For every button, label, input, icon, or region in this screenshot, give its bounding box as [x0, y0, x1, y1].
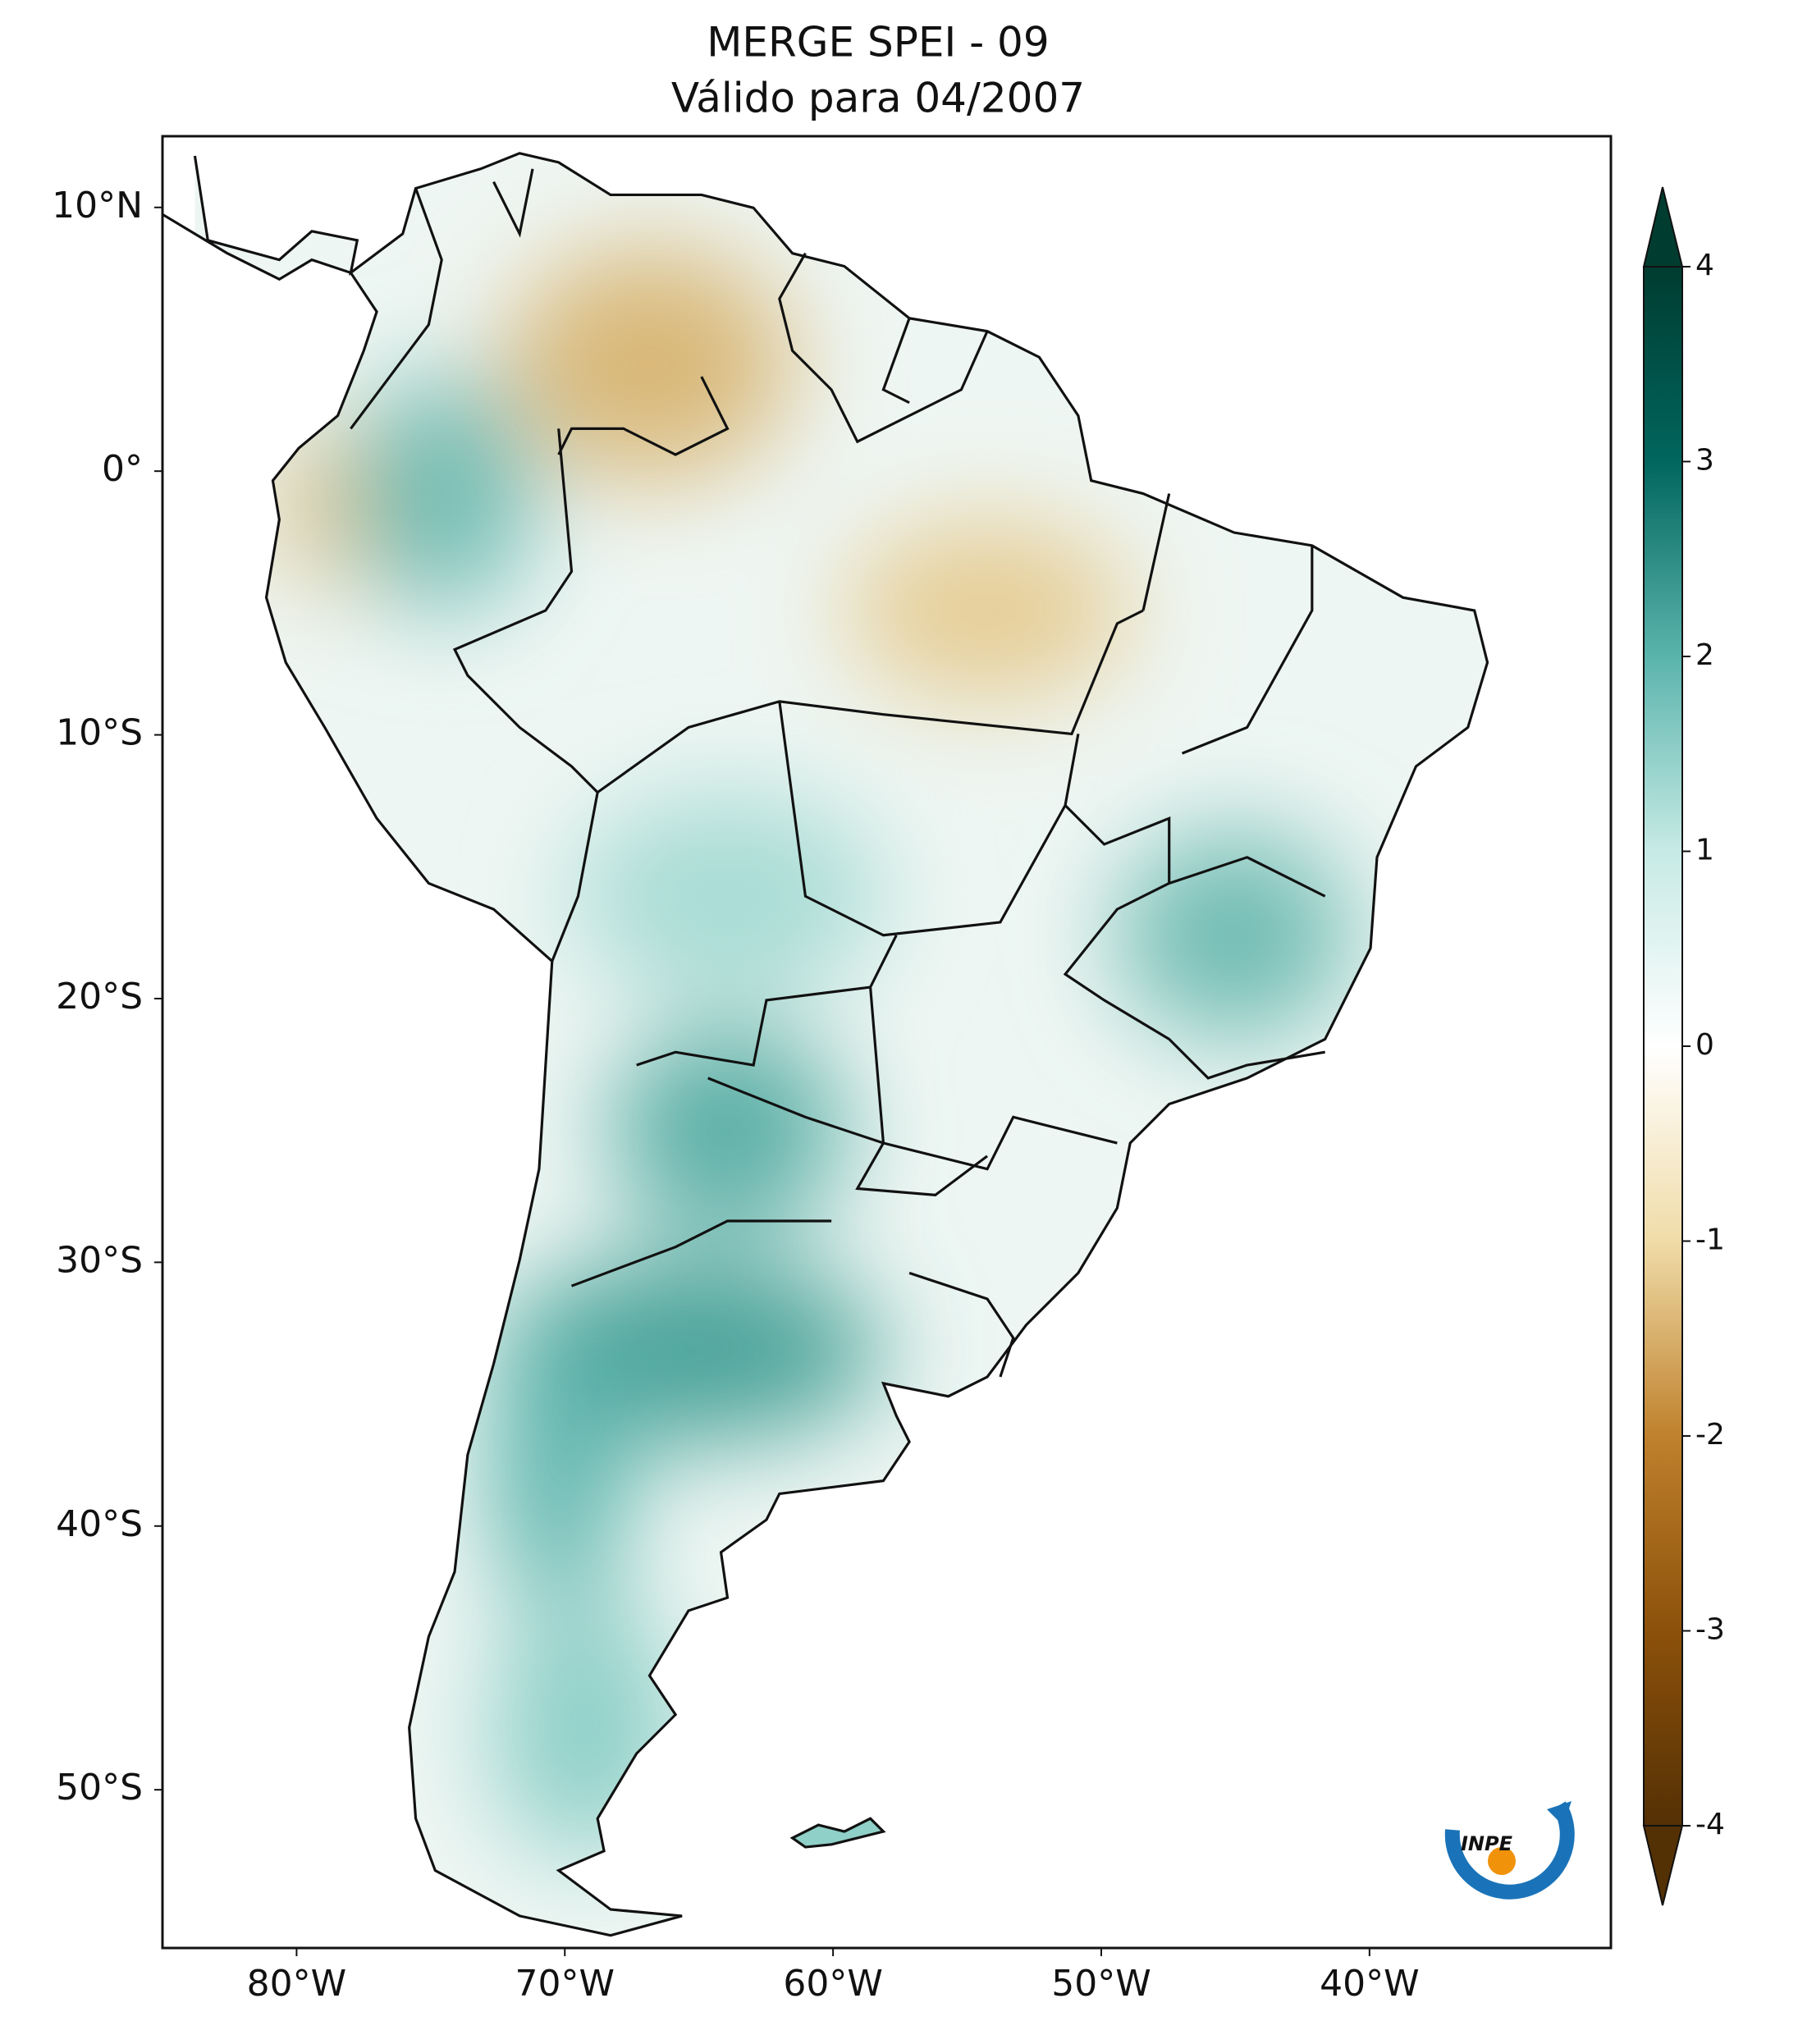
colorbar-tick-label: -1	[1695, 1223, 1725, 1257]
colorbar-extend-min	[1642, 1825, 1684, 1906]
colorbar-tick-label: 1	[1695, 834, 1714, 867]
colorbar	[1644, 267, 1682, 1826]
logo: INPE	[1444, 1801, 1575, 1900]
y-tick-label: 30°S	[56, 1239, 143, 1281]
y-tick-label: 0°	[102, 448, 143, 490]
y-tick-label: 10°N	[52, 185, 143, 226]
colorbar-tick-label: 3	[1695, 444, 1714, 478]
colorbar-tick-label: 4	[1695, 249, 1714, 282]
x-tick-label: 40°W	[1320, 1963, 1420, 2005]
map-frame	[161, 135, 1613, 1950]
x-tick-label: 70°W	[515, 1963, 615, 2005]
colorbar-tick-label: -3	[1695, 1613, 1725, 1647]
y-tick-label: 40°S	[56, 1503, 143, 1545]
colorbar-extend-max	[1642, 186, 1684, 268]
x-tick-label: 80°W	[247, 1963, 347, 2005]
y-tick-label: 20°S	[56, 976, 143, 1017]
map-subtitle: Válido para 04/2007	[671, 75, 1085, 122]
x-tick-label: 60°W	[783, 1963, 883, 2005]
logo-text: INPE	[1461, 1832, 1513, 1855]
x-tick-label: 50°W	[1051, 1963, 1151, 2005]
y-tick-label: 50°S	[56, 1767, 143, 1809]
map-title: MERGE SPEI - 09	[707, 19, 1049, 66]
colorbar-tick-label: 0	[1695, 1028, 1714, 1062]
colorbar-tick-label: -2	[1695, 1418, 1725, 1452]
y-tick-label: 10°S	[56, 712, 143, 754]
colorbar-tick-label: 2	[1695, 638, 1714, 672]
colorbar-tick-label: -4	[1695, 1808, 1725, 1841]
